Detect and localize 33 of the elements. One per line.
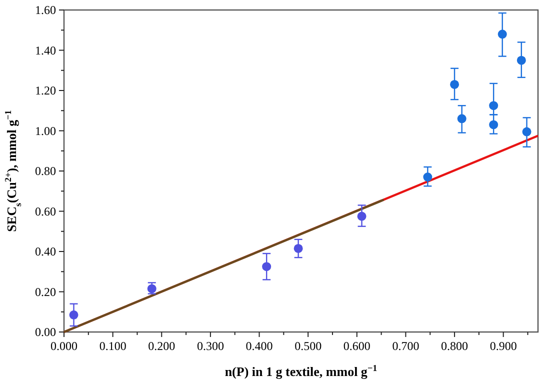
x-tick-label: 0.000	[50, 339, 78, 353]
x-tick-label: 0.600	[343, 339, 370, 353]
point	[457, 114, 466, 124]
point	[423, 172, 432, 182]
point	[450, 80, 460, 89]
y-tick-label: 0.20	[35, 284, 56, 299]
x-tick-label: 0.500	[294, 339, 322, 353]
point	[262, 262, 272, 272]
point	[489, 120, 498, 130]
point	[294, 244, 303, 253]
x-tick-label: 0.300	[196, 339, 224, 353]
y-tick-label: 0.00	[35, 325, 56, 339]
y-tick-label: 0.60	[35, 204, 56, 218]
x-axis-title: n(P) in 1 g textile, mmol g$^{−1}$	[224, 363, 378, 379]
y-tick-label: 1.20	[35, 84, 56, 98]
point	[147, 284, 156, 294]
y-tick-label: 0.80	[35, 164, 56, 178]
x-tick-label: 0.900	[490, 339, 517, 353]
point	[69, 310, 78, 320]
y-tick-label: 1.40	[35, 43, 56, 58]
point	[489, 101, 498, 110]
point	[522, 127, 532, 136]
point	[357, 212, 366, 221]
y-tick-label: 0.40	[35, 244, 56, 258]
y-tick-label: 1.60	[35, 3, 56, 17]
x-tick-label: 0.100	[99, 339, 126, 353]
point	[498, 30, 507, 39]
point	[516, 56, 526, 65]
x-tick-label: 0.400	[246, 339, 273, 353]
x-tick-label: 0.200	[148, 339, 176, 353]
x-tick-label: 0.700	[392, 339, 420, 353]
x-tick-label: 0.800	[441, 339, 468, 353]
y-tick-label: 1.00	[35, 124, 56, 138]
